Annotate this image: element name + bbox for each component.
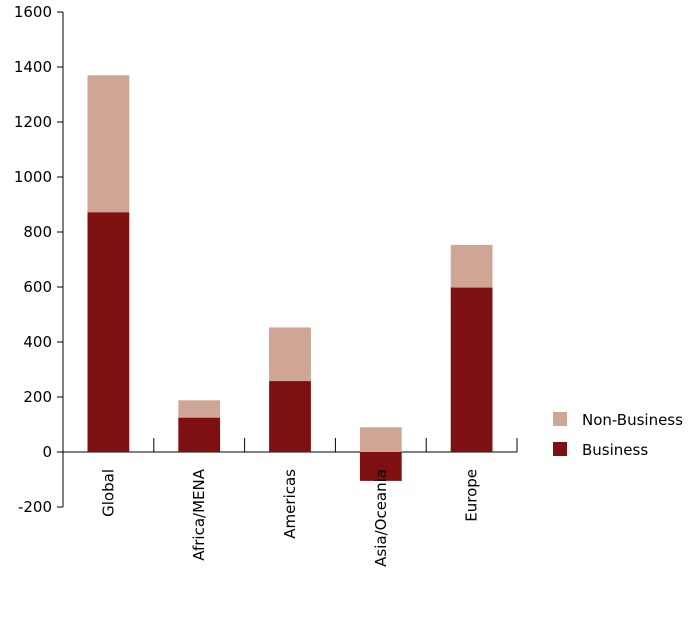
legend-label-non-business: Non-Business	[582, 411, 683, 429]
bar-non-business-europe	[450, 244, 493, 288]
y-tick-label: 600	[23, 278, 52, 296]
y-tick-label: 1200	[14, 113, 52, 131]
y-tick-label: 0	[42, 443, 52, 461]
bar-business-global	[87, 212, 130, 452]
y-tick-label: 1400	[14, 58, 52, 76]
legend: Non-Business Business	[553, 411, 683, 459]
y-tick-label: -200	[18, 498, 52, 516]
legend-label-business: Business	[582, 441, 648, 459]
x-category-label-americas: Americas	[281, 469, 299, 539]
y-tick-label: 200	[23, 388, 52, 406]
category-labels: Global Africa/MENA Americas Asia/Oceania Eur…	[99, 468, 480, 567]
bar-business-africa-mena	[178, 417, 221, 452]
y-tick-label: 400	[23, 333, 52, 351]
x-category-label-europe: Europe	[463, 469, 481, 522]
bar-business-americas	[269, 381, 311, 452]
y-tick-label: 1000	[14, 168, 52, 186]
legend-swatch-business	[553, 442, 567, 456]
legend-swatch-non-business	[553, 412, 567, 426]
x-category-label-asia-oceania: Asia/Oceania	[372, 469, 390, 567]
y-axis: 1600 1400 1200 1000 800 600 400 200 0 -200	[14, 3, 64, 516]
bar-non-business-global	[87, 75, 130, 213]
x-category-label-africa-mena: Africa/MENA	[190, 468, 208, 560]
bar-non-business-africa-mena	[178, 400, 221, 418]
bar-business-europe	[450, 287, 493, 452]
bar-non-business-asia-oceania	[359, 427, 402, 452]
x-category-label-global: Global	[99, 469, 117, 517]
bar-non-business-americas	[269, 327, 311, 382]
y-tick-label: 1600	[14, 3, 52, 21]
bar-business-asia-oceania	[359, 452, 402, 481]
bars	[87, 75, 493, 481]
y-tick-label: 800	[23, 223, 52, 241]
